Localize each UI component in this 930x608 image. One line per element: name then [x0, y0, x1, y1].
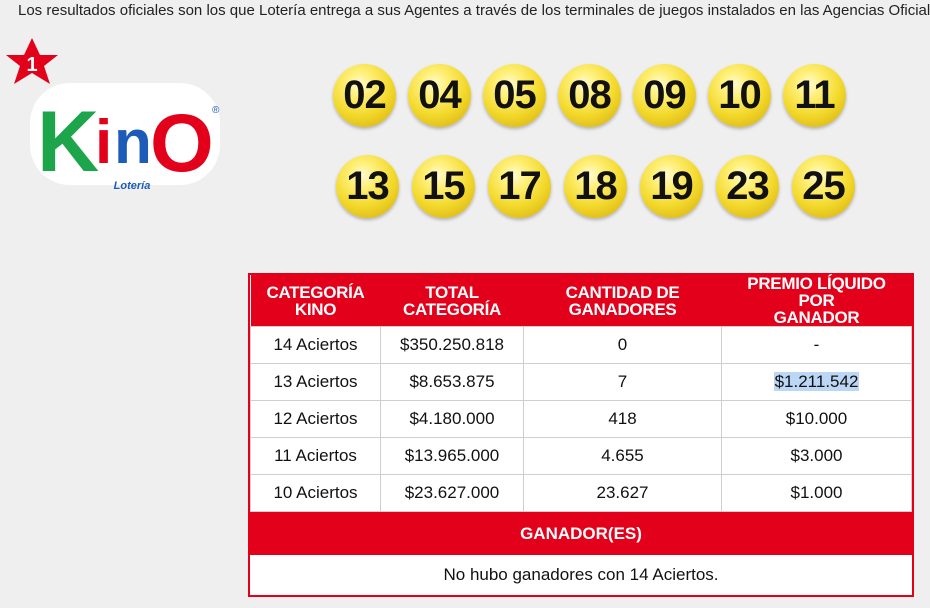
header-line: TOTAL — [425, 282, 479, 302]
selected-text-highlight[interactable]: $1.211.542 — [773, 372, 860, 391]
number-ball: 09 — [633, 64, 696, 127]
cell-ganadores: 7 — [523, 363, 722, 401]
number-ball: 18 — [564, 155, 627, 218]
number-ball: 15 — [412, 155, 475, 218]
header-line: KINO — [294, 299, 337, 319]
cell-total: $23.627.000 — [380, 474, 524, 512]
ball-number: 13 — [346, 164, 389, 208]
number-ball: 08 — [558, 64, 621, 127]
ball-number: 04 — [418, 73, 461, 117]
cell-ganadores: 0 — [523, 326, 722, 364]
number-ball: 19 — [640, 155, 703, 218]
ball-number: 23 — [726, 164, 769, 208]
header-line: CANTIDAD DE — [565, 282, 680, 302]
cell-premio: $10.000 — [721, 400, 912, 438]
ball-number: 05 — [493, 73, 536, 117]
cell-total: $13.965.000 — [380, 437, 524, 475]
cell-categoria: 12 Aciertos — [250, 400, 381, 438]
number-ball: 11 — [783, 64, 846, 127]
table-row: 14 Aciertos $350.250.818 0 - — [250, 326, 912, 364]
table-header-row: CATEGORÍA KINO TOTAL CATEGORÍA CANTIDAD DE… — [250, 274, 912, 327]
header-line: PREMIO LÍQUIDO POR — [747, 274, 886, 310]
logo-letter-i: i — [95, 108, 112, 177]
ball-number: 25 — [802, 164, 845, 208]
number-ball: 25 — [792, 155, 855, 218]
header-categoria: CATEGORÍA KINO — [250, 275, 381, 327]
logo-subtitle: Lotería — [114, 180, 151, 192]
table-row: 11 Aciertos $13.965.000 4.655 $3.000 — [250, 437, 912, 475]
cell-total: $350.250.818 — [380, 326, 524, 364]
number-ball: 13 — [336, 155, 399, 218]
header-line: GANADOR — [773, 308, 860, 327]
cell-ganadores: 4.655 — [523, 437, 722, 475]
badge-number: 1 — [26, 54, 37, 76]
cell-premio: $1.211.542 — [721, 363, 912, 401]
header-line: CATEGORÍA — [402, 299, 502, 319]
table-row: 10 Aciertos $23.627.000 23.627 $1.000 — [250, 474, 912, 512]
winners-section-title: GANADOR(ES) — [250, 512, 912, 555]
number-ball: 04 — [408, 64, 471, 127]
ball-number: 19 — [650, 164, 693, 208]
registered-mark: ® — [212, 105, 220, 116]
kino-logo-graphic: 1 K i n O Lotería ® — [6, 38, 220, 192]
winners-section-text: No hubo ganadores con 14 Aciertos. — [443, 565, 719, 584]
header-cantidad: CANTIDAD DE GANADORES — [523, 275, 722, 327]
cell-total: $4.180.000 — [380, 400, 524, 438]
logo-letter-k: K — [37, 94, 99, 190]
official-results-notice: Los resultados oficiales son los que Lot… — [18, 2, 930, 19]
ball-number: 17 — [498, 164, 541, 208]
table-row: 13 Aciertos $8.653.875 7 $1.211.542 — [250, 363, 912, 401]
logo-letter-o: O — [150, 98, 214, 189]
cell-total: $8.653.875 — [380, 363, 524, 401]
winning-numbers-row-2: 13 15 17 18 19 23 25 — [336, 155, 855, 218]
cell-categoria: 10 Aciertos — [250, 474, 381, 512]
ball-number: 11 — [794, 73, 835, 117]
ball-number: 18 — [574, 164, 617, 208]
cell-ganadores: 23.627 — [523, 474, 722, 512]
kino-logo: 1 K i n O Lotería ® — [0, 35, 230, 195]
number-ball: 23 — [716, 155, 779, 218]
cell-categoria: 14 Aciertos — [250, 326, 381, 364]
ball-number: 09 — [643, 73, 686, 117]
cell-ganadores: 418 — [523, 400, 722, 438]
winning-numbers-row-1: 02 04 05 08 09 10 11 — [333, 64, 846, 127]
ball-number: 10 — [718, 73, 761, 117]
table-row: 12 Aciertos $4.180.000 418 $10.000 — [250, 400, 912, 438]
cell-premio: - — [721, 326, 912, 364]
number-ball: 17 — [488, 155, 551, 218]
header-total: TOTAL CATEGORÍA — [380, 275, 524, 327]
cell-premio: $1.000 — [721, 474, 912, 512]
number-ball: 02 — [333, 64, 396, 127]
star-badge-icon — [6, 38, 58, 84]
cell-categoria: 13 Aciertos — [250, 363, 381, 401]
ball-number: 08 — [568, 73, 611, 117]
number-ball: 05 — [483, 64, 546, 127]
ball-number: 15 — [422, 164, 465, 208]
cell-categoria: 11 Aciertos — [250, 437, 381, 475]
header-line: GANADORES — [568, 299, 677, 319]
cell-premio: $3.000 — [721, 437, 912, 475]
prize-results-table: CATEGORÍA KINO TOTAL CATEGORÍA CANTIDAD DE… — [248, 273, 914, 597]
number-ball: 10 — [708, 64, 771, 127]
header-premio: PREMIO LÍQUIDO POR GANADOR — [721, 274, 912, 327]
ball-number: 02 — [343, 73, 386, 117]
header-line: CATEGORÍA — [266, 282, 365, 302]
logo-letter-n: n — [114, 108, 152, 177]
